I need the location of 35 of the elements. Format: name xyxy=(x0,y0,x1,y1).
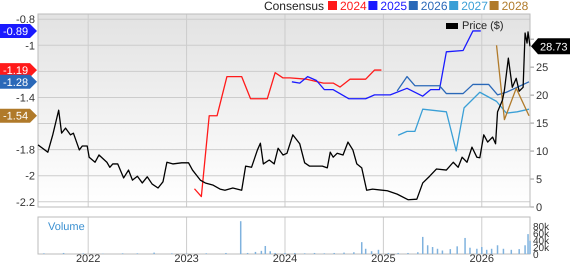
y2-tick-label: 20 xyxy=(536,90,548,102)
line-series xyxy=(496,44,530,120)
chart-title: Volume xyxy=(48,221,85,233)
data-label: 28.73 xyxy=(540,41,568,54)
line-series xyxy=(397,92,530,152)
y-tick-label: -2 xyxy=(25,170,35,183)
y-tick-label: 0 xyxy=(533,250,539,261)
legend-label: 2026 xyxy=(420,0,448,13)
y-tick-label: -1.4 xyxy=(16,92,35,104)
text: -1.54 xyxy=(3,110,28,123)
text: -0.89 xyxy=(3,26,28,38)
legend-label: 2025 xyxy=(380,0,408,13)
x-tick-label: 2024 xyxy=(272,253,298,264)
legend-label: 2027 xyxy=(461,0,488,13)
y2-tick-label: 25 xyxy=(536,62,548,74)
legend-title: Consensus xyxy=(264,0,324,13)
legend-label: 2024 xyxy=(340,0,368,13)
y-tick-label: -1.8 xyxy=(16,144,35,157)
x-tick-label: 2023 xyxy=(174,253,199,264)
y2-tick-label: 5 xyxy=(536,174,542,186)
x-tick-label: 2022 xyxy=(76,253,100,264)
y2-tick-label: 15 xyxy=(536,118,548,130)
y2-tick-label: 10 xyxy=(536,146,548,158)
text: -1.28 xyxy=(3,76,28,89)
legend-label: Price ($) xyxy=(462,20,504,32)
y-tick-label: -0.8 xyxy=(16,14,35,26)
x-tick-label: 2025 xyxy=(371,253,396,264)
text: -1.19 xyxy=(3,65,28,78)
legend-label: 2028 xyxy=(502,0,529,13)
x-tick-label: 2026 xyxy=(470,253,494,264)
line-series xyxy=(291,30,482,100)
line-series xyxy=(194,69,382,198)
y-tick-label: -2.2 xyxy=(16,196,35,209)
y-tick-label: -1 xyxy=(25,40,35,52)
line-series xyxy=(396,76,530,96)
